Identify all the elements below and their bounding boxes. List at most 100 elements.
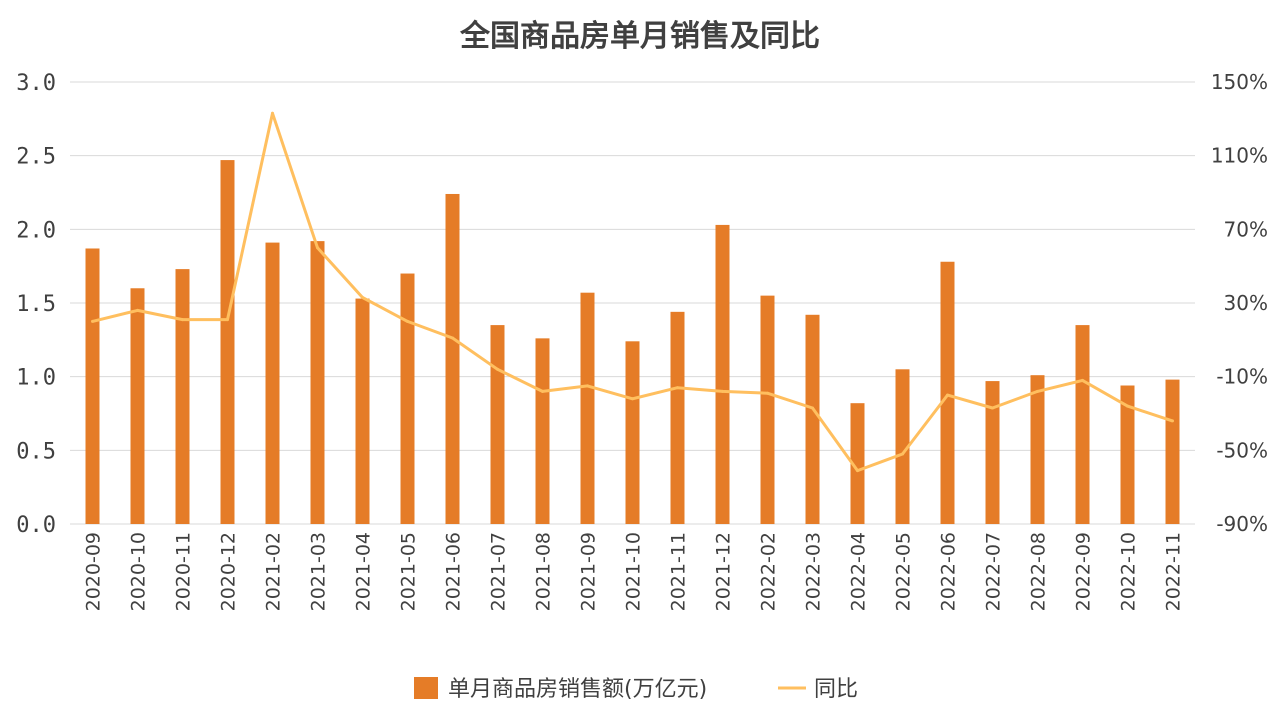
bar (625, 341, 640, 524)
line-series (91, 111, 1174, 473)
line-point (811, 406, 814, 410)
bar (220, 160, 235, 524)
bar (805, 314, 820, 524)
line-point (361, 295, 364, 299)
line-point (226, 318, 229, 322)
x-tick-label: 2020-11 (173, 532, 195, 611)
right-tick-label: 150% (1211, 70, 1268, 94)
right-tick-label: -10% (1216, 365, 1268, 389)
bar (175, 269, 190, 524)
chart-title: 全国商品房单月销售及同比 (459, 19, 820, 54)
x-tick-label: 2022-05 (893, 532, 915, 611)
x-tick-label: 2021-04 (353, 532, 375, 611)
x-tick-label: 2020-10 (128, 532, 150, 611)
legend: 单月商品房销售额(万亿元) 同比 (414, 677, 858, 702)
bar (85, 248, 100, 524)
bar (535, 338, 550, 524)
x-tick-label: 2021-06 (443, 532, 465, 611)
left-tick-label: 1.5 (16, 292, 56, 317)
x-tick-label: 2022-06 (938, 532, 960, 611)
x-tick-label: 2022-08 (1028, 532, 1050, 611)
x-tick-label: 2021-05 (398, 532, 420, 611)
bar (670, 311, 685, 524)
bar (760, 295, 775, 524)
line-point (856, 469, 859, 473)
left-tick-label: 2.0 (16, 218, 56, 243)
line-point (406, 319, 409, 323)
bar (985, 381, 1000, 524)
line-point (631, 397, 634, 401)
left-axis-ticks: 0.0 0.5 1.0 1.5 2.0 2.5 3.0 (16, 71, 56, 538)
line-point (181, 318, 184, 322)
x-tick-label: 2021-07 (488, 532, 510, 611)
bar (490, 325, 505, 524)
x-tick-label: 2021-02 (263, 532, 285, 611)
x-tick-label: 2021-03 (308, 532, 330, 611)
bar (1165, 379, 1180, 524)
line-point (676, 386, 679, 390)
right-tick-label: 30% (1224, 291, 1268, 315)
x-tick-label: 2020-09 (83, 532, 105, 611)
x-tick-label: 2021-12 (713, 532, 735, 611)
right-tick-label: 110% (1211, 144, 1268, 168)
line-point (541, 389, 544, 393)
left-tick-label: 0.5 (16, 439, 56, 464)
left-tick-label: 2.5 (16, 145, 56, 170)
x-tick-label: 2022-03 (803, 532, 825, 611)
legend-line-label: 同比 (814, 677, 858, 702)
bar (1030, 375, 1045, 524)
line-point (721, 389, 724, 393)
x-tick-label: 2021-11 (668, 532, 690, 611)
x-tick-label: 2022-04 (848, 532, 870, 611)
x-tick-label: 2022-02 (758, 532, 780, 611)
x-axis-ticks: 2020-09 2020-10 2020-11 2020-12 2021-02 2021-… (83, 532, 1185, 611)
bar (400, 273, 415, 524)
bar (445, 193, 460, 524)
line-point (271, 111, 274, 115)
line-point (1126, 404, 1129, 408)
x-tick-label: 2021-08 (533, 532, 555, 611)
right-tick-label: -50% (1216, 438, 1268, 462)
bar (130, 288, 145, 524)
line-point (316, 246, 319, 250)
x-tick-label: 2021-09 (578, 532, 600, 611)
bar (580, 292, 595, 524)
right-axis-ticks: -90% -50% -10% 30% 70% 110% 150% (1211, 70, 1268, 536)
line-point (766, 391, 769, 395)
bar (355, 298, 370, 524)
line-point (901, 452, 904, 456)
x-tick-label: 2022-10 (1118, 532, 1140, 611)
x-tick-label: 2020-12 (218, 532, 240, 611)
x-tick-label: 2022-11 (1163, 532, 1185, 611)
bar (895, 369, 910, 524)
bar (1075, 325, 1090, 524)
bar (265, 242, 280, 525)
line-point (451, 336, 454, 340)
left-tick-label: 1.0 (16, 366, 56, 391)
line-point (1081, 378, 1084, 382)
right-tick-label: 70% (1224, 217, 1268, 241)
x-tick-label: 2021-10 (623, 532, 645, 611)
x-tick-label: 2022-07 (983, 532, 1005, 611)
line-point (136, 308, 139, 312)
line-point (91, 319, 94, 323)
x-tick-label: 2022-09 (1073, 532, 1095, 611)
legend-bar-label: 单月商品房销售额(万亿元) (448, 677, 707, 702)
bar (1120, 385, 1135, 524)
line-point (1036, 389, 1039, 393)
line-point (586, 384, 589, 388)
left-tick-label: 0.0 (16, 513, 56, 538)
line-point (496, 367, 499, 371)
line-point (991, 406, 994, 410)
right-tick-label: -90% (1216, 512, 1268, 536)
bar (715, 224, 730, 524)
line-point (946, 393, 949, 397)
bar (940, 261, 955, 524)
line-point (1171, 419, 1174, 423)
left-tick-label: 3.0 (16, 71, 56, 96)
bar-series (85, 160, 1180, 525)
bar (850, 403, 865, 524)
legend-bar-swatch (414, 677, 438, 699)
bar (310, 241, 325, 524)
